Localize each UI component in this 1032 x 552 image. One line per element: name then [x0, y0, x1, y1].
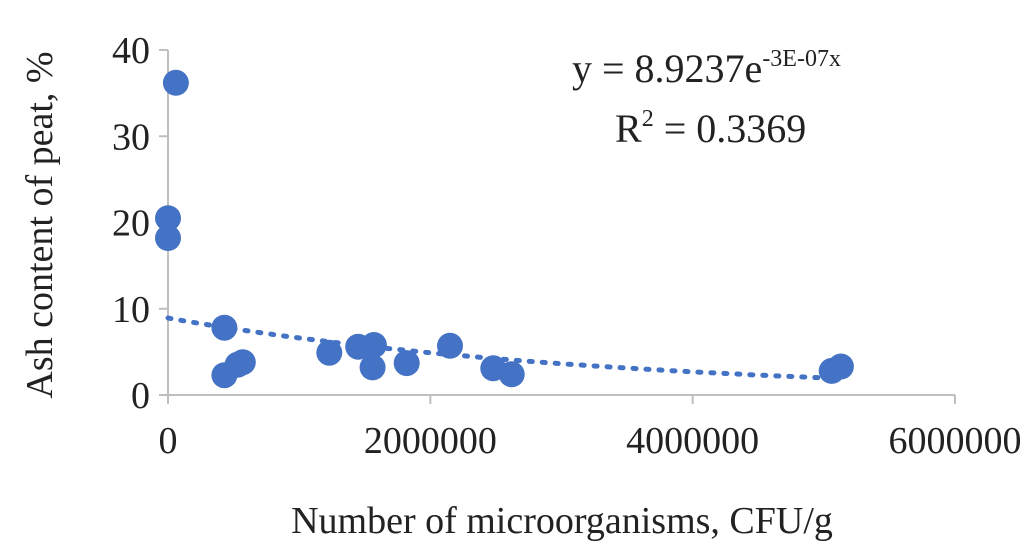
x-axis-title: Number of microorganisms, CFU/g [291, 500, 833, 542]
x-axis-ticks: 0 2000000 4000000 6000000 [159, 395, 1022, 462]
data-point [437, 332, 463, 359]
y-tick-label: 10 [112, 289, 150, 331]
data-point [155, 205, 181, 232]
r-squared-superscript: 2 [642, 106, 654, 132]
x-tick-label: 2000000 [364, 420, 497, 462]
data-point [359, 354, 386, 381]
data-point [155, 225, 181, 251]
data-points [155, 69, 854, 389]
data-point [162, 69, 189, 96]
r-squared-value: = 0.3369 [654, 106, 807, 151]
y-tick-label: 30 [112, 116, 150, 158]
data-point [498, 361, 525, 388]
data-point [393, 350, 420, 377]
y-tick-label: 0 [131, 375, 150, 417]
equation-base: y = 8.9237e [572, 46, 762, 91]
data-point [211, 314, 238, 341]
equation-exponent: -3E-07x [762, 46, 841, 72]
r-squared-label: R2 = 0.3369 [615, 106, 806, 151]
y-axis-ticks: 0 10 20 30 40 [112, 30, 168, 417]
x-tick-label: 0 [159, 420, 178, 462]
trendline-equation: y = 8.9237e-3E-07x [572, 46, 841, 91]
x-tick-label: 4000000 [626, 420, 759, 462]
data-point [827, 353, 854, 380]
x-tick-label: 6000000 [889, 420, 1022, 462]
data-point [360, 332, 387, 358]
y-tick-label: 40 [112, 30, 150, 72]
y-axis-title: Ash content of peat, % [19, 51, 61, 398]
data-point [316, 339, 343, 366]
y-tick-label: 20 [112, 203, 150, 245]
data-point [229, 349, 256, 376]
r-squared-symbol: R [615, 106, 642, 151]
